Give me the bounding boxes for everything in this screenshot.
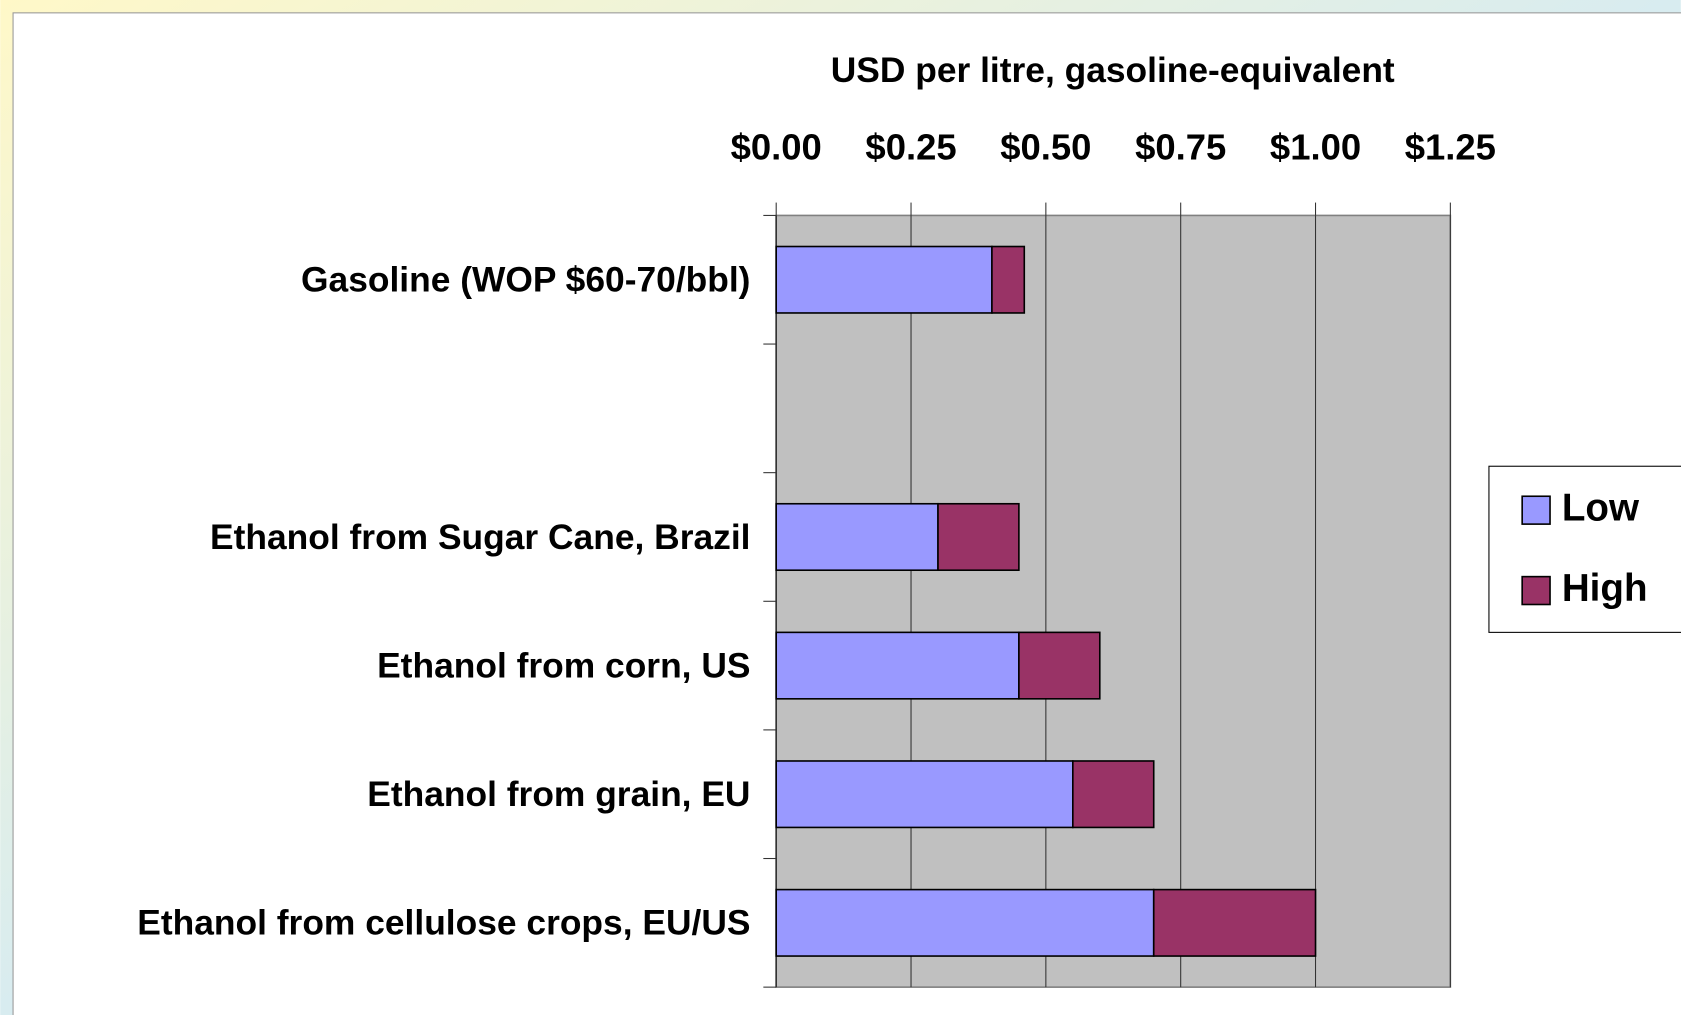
bar [775,245,993,314]
legend-label: High [1562,567,1648,610]
x-tick-label: $0.75 [1135,127,1226,168]
y-tick-label: Ethanol from grain, EU [367,773,751,814]
bar [775,760,1074,829]
y-label-box: Ethanol from cellulose crops, EU/US [0,859,750,988]
x-axis-title: USD per litre, gasoline-equivalent [831,51,1395,90]
bar [1152,888,1317,957]
x-tick-label: $0.25 [865,127,956,168]
y-label-box: Ethanol from corn, US [0,601,750,730]
x-tick-label: $0.50 [1000,127,1091,168]
y-tick-label: Gasoline (WOP $60-70/bbl) [301,259,751,300]
y-tick-label: Ethanol from corn, US [377,645,751,685]
y-label-box: Gasoline (WOP $60-70/bbl) [0,215,750,344]
legend-label: Low [1562,486,1640,529]
y-tick-label: Ethanol from cellulose crops, EU/US [137,902,751,943]
y-label-box: Ethanol from Sugar Cane, Brazil [0,473,750,602]
y-label-box: Ethanol from grain, EU [0,730,750,859]
bar [991,245,1026,314]
bar [937,502,1020,572]
plot-area [775,214,1452,988]
y-label-box: Ethanol from cellulose crops, EU/US [0,859,750,988]
legend-swatch [1521,575,1551,606]
legend-swatch [1521,495,1551,525]
x-tick-label: $0.00 [731,127,822,168]
y-label-box: Ethanol from corn, US [0,601,750,730]
y-label-box: Ethanol from Sugar Cane, Brazil [0,473,750,602]
x-tick-label: $1.00 [1270,127,1361,168]
bar [775,502,939,572]
bar [1072,760,1155,829]
bar [775,888,1155,957]
y-tick-label: Ethanol from Sugar Cane, Brazil [210,516,751,557]
y-label-box: Ethanol from grain, EU [0,730,750,859]
y-label-box: Gasoline (WOP $60-70/bbl) [0,215,750,344]
legend-box [1488,465,1681,633]
bar [775,631,1020,700]
x-tick-label: $1.25 [1405,127,1496,168]
bar [1018,631,1101,700]
